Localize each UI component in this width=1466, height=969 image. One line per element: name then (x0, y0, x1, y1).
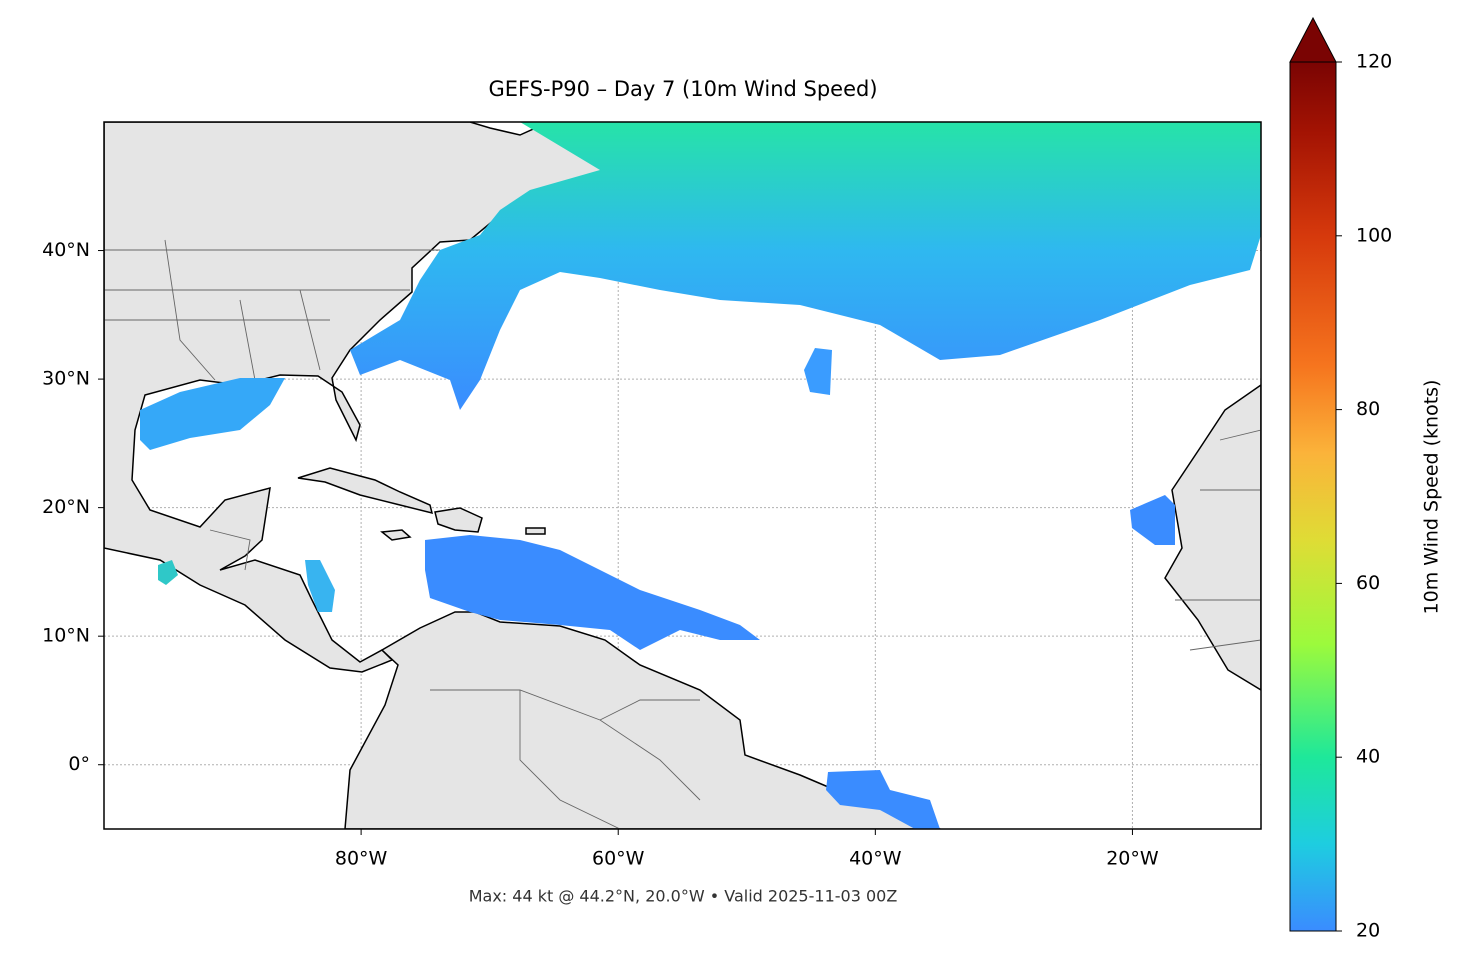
colorbar-tick-label: 80 (1356, 398, 1380, 420)
colorbar-tick-label: 60 (1356, 572, 1380, 594)
wind-field (804, 348, 832, 395)
wind-field (350, 122, 1261, 410)
colorbar-tick-label: 40 (1356, 746, 1380, 768)
caption: Max: 44 kt @ 44.2°N, 20.0°W • Valid 2025… (469, 887, 898, 906)
wind-field (140, 378, 285, 450)
colorbar-extend (1289, 16, 1337, 63)
y-tick-label: 0° (68, 753, 90, 775)
wind-field (1130, 495, 1175, 545)
colorbar-tick-label: 100 (1356, 224, 1392, 246)
map-area (104, 122, 1261, 829)
puerto-rico (525, 527, 546, 535)
x-tick-label: 20°W (1106, 848, 1159, 870)
x-tick-label: 80°W (335, 848, 388, 870)
wind-field (158, 560, 178, 585)
y-tick-label: 30°N (42, 368, 90, 390)
cuba (297, 467, 434, 515)
chart-title: GEFS-P90 – Day 7 (10m Wind Speed) (488, 77, 877, 101)
x-tick-label: 40°W (849, 848, 902, 870)
y-tick-label: 20°N (42, 496, 90, 518)
borders (104, 239, 1261, 829)
wind-field (826, 770, 940, 829)
africa (1164, 384, 1261, 691)
colorbar-label: 10m Wind Speed (knots) (1421, 380, 1443, 615)
colorbar-tick-label: 20 (1356, 920, 1380, 942)
x-tick-label: 60°W (592, 848, 645, 870)
hispaniola (434, 507, 483, 533)
wind-field (425, 535, 760, 650)
y-tick-label: 40°N (42, 239, 90, 261)
wind-field (305, 560, 335, 612)
colorbar-tick-label: 120 (1356, 51, 1392, 73)
y-tick-label: 10°N (42, 625, 90, 647)
jamaica (380, 529, 412, 541)
map-frame (103, 121, 1262, 830)
colorbar (1289, 61, 1337, 932)
